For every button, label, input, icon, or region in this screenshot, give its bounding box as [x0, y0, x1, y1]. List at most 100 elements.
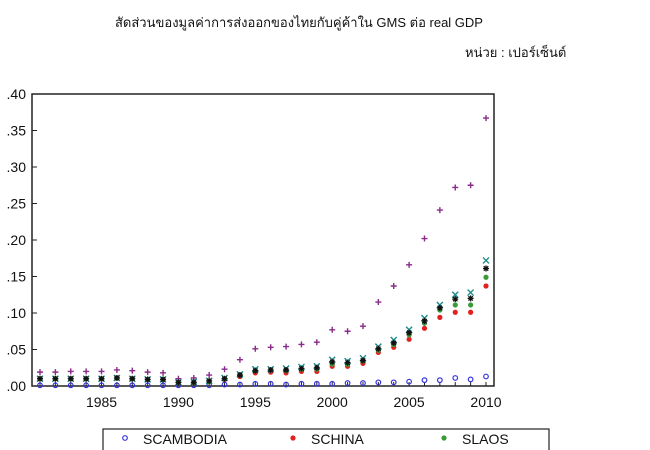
- data-point: [329, 326, 336, 333]
- data-point: [468, 302, 474, 308]
- data-point: [129, 375, 136, 382]
- series-sgms: [37, 265, 489, 386]
- data-point: [67, 382, 74, 389]
- data-point: [252, 345, 259, 352]
- data-point: [452, 309, 458, 315]
- data-point: [344, 328, 351, 335]
- data-point: [467, 295, 474, 302]
- legend-item: SCHINA: [290, 431, 365, 447]
- data-point: [252, 380, 259, 387]
- series-slaos: [37, 274, 489, 385]
- data-point: [452, 296, 459, 303]
- data-point: [37, 382, 43, 389]
- data-point: [190, 379, 197, 386]
- data-point: [390, 339, 397, 346]
- data-point: [467, 182, 474, 189]
- data-point: [390, 379, 397, 386]
- legend-item: SCAMBODIA: [122, 431, 228, 447]
- data-point: [37, 369, 43, 376]
- data-point: [267, 366, 274, 373]
- legend-marker: [290, 435, 296, 441]
- data-point: [98, 368, 105, 375]
- data-point: [52, 369, 59, 376]
- data-point: [375, 345, 382, 352]
- y-tick-label: .05: [7, 342, 27, 358]
- data-point: [52, 382, 59, 389]
- x-tick-label: 1985: [86, 394, 117, 410]
- data-point: [421, 377, 428, 384]
- data-point: [221, 366, 228, 373]
- data-point: [375, 299, 382, 306]
- data-point: [129, 382, 136, 389]
- data-point: [160, 369, 167, 376]
- x-tick-label: 2000: [317, 394, 348, 410]
- data-point: [283, 343, 290, 350]
- data-point: [436, 304, 443, 311]
- data-point: [267, 380, 274, 387]
- data-point: [298, 380, 305, 387]
- legend-item: SMYANMAR: [143, 448, 223, 450]
- data-point: [237, 381, 243, 388]
- data-point: [113, 382, 120, 389]
- data-point: [298, 365, 305, 372]
- y-tick-label: .20: [7, 232, 27, 248]
- data-point: [359, 357, 366, 364]
- data-point: [236, 372, 243, 379]
- data-point: [344, 359, 351, 366]
- legend-item: SGMS: [462, 448, 503, 450]
- data-point: [298, 341, 305, 348]
- legend-label: SGMS: [462, 448, 503, 450]
- data-point: [483, 115, 489, 122]
- legend-box: [102, 428, 550, 450]
- data-point: [221, 375, 228, 382]
- legend-marker: [122, 435, 128, 441]
- legend-item: SLAOS: [441, 431, 509, 447]
- y-tick-label: .10: [7, 305, 27, 321]
- data-point: [468, 309, 474, 315]
- x-tick-label: 1995: [240, 394, 271, 410]
- legend-item: SVIETNAM: [311, 448, 383, 450]
- data-point: [98, 375, 105, 382]
- data-point: [313, 339, 320, 346]
- y-tick-label: .35: [7, 123, 27, 139]
- data-point: [375, 379, 382, 386]
- y-tick-label: .00: [7, 378, 27, 394]
- data-point: [67, 368, 74, 375]
- data-point: [144, 369, 151, 376]
- unit-label: หน่วย : เปอร์เซ็นต์: [465, 45, 567, 60]
- data-point: [283, 366, 290, 373]
- data-point: [67, 375, 74, 382]
- data-point: [113, 374, 120, 381]
- data-point: [436, 377, 443, 384]
- data-point: [482, 256, 490, 264]
- y-tick-label: .30: [7, 159, 27, 175]
- x-tick-label: 2010: [470, 394, 501, 410]
- y-tick-label: .25: [7, 196, 27, 212]
- data-point: [452, 375, 459, 381]
- legend: SCAMBODIA SCHINA SLAOS SMYANMAR SVIETNAM SGMS: [102, 428, 550, 450]
- series-scambodia: [37, 373, 489, 389]
- x-tick-label: 1990: [163, 394, 194, 410]
- data-point: [329, 380, 336, 387]
- legend-label: SLAOS: [462, 431, 509, 447]
- data-point: [421, 318, 428, 325]
- x-tick-label: 2005: [394, 394, 425, 410]
- data-point: [467, 376, 474, 383]
- data-point: [267, 344, 274, 351]
- data-point: [313, 364, 320, 371]
- data-point: [483, 274, 489, 280]
- series-smyanmar: [37, 115, 489, 382]
- data-point: [37, 375, 43, 382]
- data-point: [437, 314, 443, 320]
- data-point: [252, 367, 259, 374]
- data-point: [83, 375, 90, 382]
- data-point: [144, 382, 151, 389]
- data-point: [283, 381, 289, 388]
- data-point: [52, 375, 59, 382]
- data-point: [483, 265, 489, 272]
- data-point: [452, 184, 459, 191]
- data-point: [452, 302, 458, 308]
- data-point: [406, 261, 413, 268]
- legend-label: SCHINA: [311, 431, 365, 447]
